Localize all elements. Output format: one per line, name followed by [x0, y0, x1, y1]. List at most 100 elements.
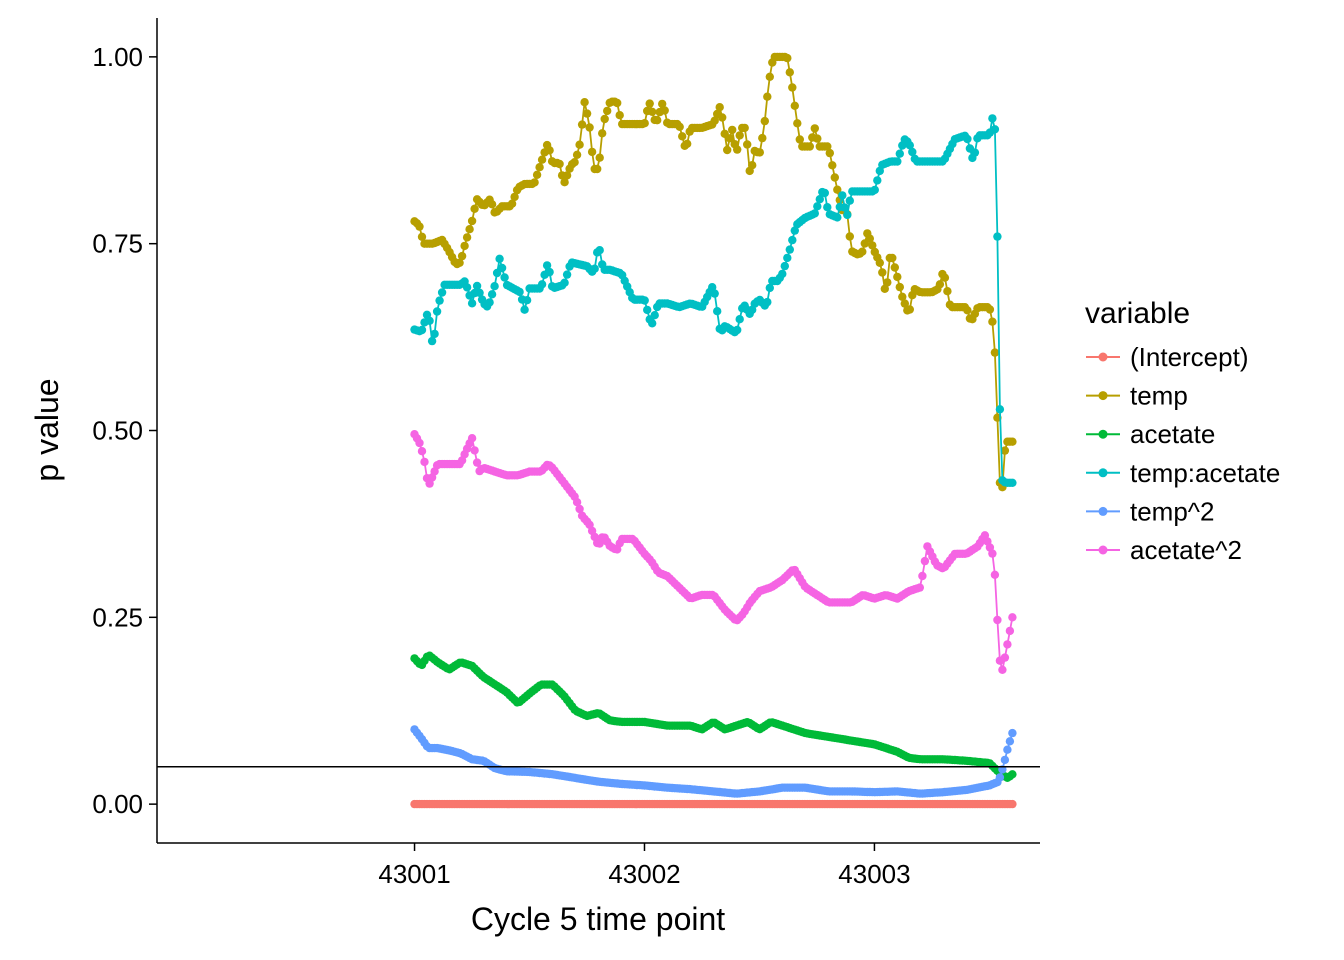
data-point [1008, 437, 1017, 446]
data-point [658, 99, 667, 109]
data-point [940, 273, 950, 282]
data-point [420, 457, 429, 467]
data-point [467, 299, 477, 308]
data-point [708, 283, 717, 292]
data-point [895, 149, 904, 158]
series-line [413, 433, 1014, 671]
data-point [873, 176, 882, 185]
data-point [545, 267, 554, 277]
data-point [735, 315, 744, 324]
data-point [833, 213, 842, 222]
data-point [888, 253, 897, 263]
data-point [537, 155, 547, 164]
data-point [587, 147, 597, 157]
data-point [833, 185, 842, 194]
data-point [462, 283, 472, 292]
data-point [532, 170, 542, 179]
data-point [650, 311, 659, 320]
data-point [595, 246, 604, 255]
data-point [763, 92, 772, 101]
data-point [828, 161, 837, 170]
data-point [435, 296, 444, 305]
data-point [915, 583, 924, 592]
data-point [432, 307, 442, 316]
data-point [733, 145, 742, 154]
data-point [572, 498, 582, 507]
data-point [830, 173, 839, 182]
legend-key-point [1098, 545, 1108, 555]
data-point [710, 116, 719, 125]
x-tick-label: 43003 [838, 859, 910, 889]
data-point [572, 150, 582, 159]
data-point [790, 101, 799, 111]
data-point [790, 226, 799, 235]
y-tick-label: 0.75 [92, 229, 143, 259]
data-point [843, 210, 852, 220]
data-point [580, 98, 589, 107]
data-point [868, 241, 877, 250]
data-point [430, 329, 439, 339]
data-point [613, 98, 622, 108]
data-point [575, 504, 584, 514]
data-point [425, 316, 434, 325]
data-point [710, 289, 719, 298]
data-point [993, 615, 1002, 625]
data-point [653, 116, 662, 125]
data-point [870, 185, 879, 195]
data-point [990, 348, 1000, 357]
data-point [783, 253, 792, 263]
legend-items: (Intercept) temp acetate temp:acetate temp^2… [1086, 342, 1280, 565]
data-point [820, 188, 829, 198]
legend-title: variable [1085, 297, 1190, 330]
data-point [640, 296, 649, 305]
data-point [648, 319, 657, 328]
data-point [510, 192, 519, 202]
data-point [760, 116, 769, 126]
data-point [995, 773, 1005, 782]
data-point [995, 405, 1005, 414]
data-point [905, 141, 914, 150]
legend-item: acetate [1086, 419, 1215, 449]
data-point [645, 99, 654, 108]
data-point [598, 129, 607, 138]
plot-area [157, 52, 1040, 809]
data-point [467, 434, 477, 443]
legend: variable (Intercept) temp acetate temp:acet… [1085, 297, 1280, 565]
data-point [920, 556, 930, 566]
data-point [895, 282, 904, 292]
data-point [765, 72, 774, 82]
x-tick-label: 43001 [378, 859, 450, 889]
legend-item: (Intercept) [1086, 342, 1249, 372]
data-point [678, 132, 687, 141]
data-point [908, 147, 917, 157]
series-temp [410, 52, 1017, 492]
data-point [417, 447, 427, 456]
data-point [470, 446, 479, 455]
data-point [815, 195, 824, 204]
data-point [858, 247, 867, 256]
data-point [545, 146, 554, 155]
data-point [810, 124, 819, 133]
data-point [990, 570, 1000, 579]
data-point [595, 153, 604, 162]
legend-label: temp [1130, 381, 1188, 411]
data-point [1003, 640, 1012, 649]
data-point [497, 263, 507, 273]
data-point [728, 125, 737, 135]
data-point [943, 287, 952, 296]
data-point [763, 297, 772, 307]
data-point [467, 216, 477, 226]
data-point [725, 134, 734, 143]
data-point [748, 161, 757, 170]
data-point [795, 135, 804, 144]
data-point [427, 336, 437, 346]
data-point [1000, 653, 1010, 662]
data-point [740, 123, 749, 133]
data-point [758, 133, 767, 143]
data-point [1008, 770, 1017, 779]
data-point [755, 148, 764, 157]
data-point [813, 202, 822, 211]
data-point [988, 549, 997, 558]
series-acetate [410, 651, 1017, 782]
data-point [1008, 728, 1017, 738]
